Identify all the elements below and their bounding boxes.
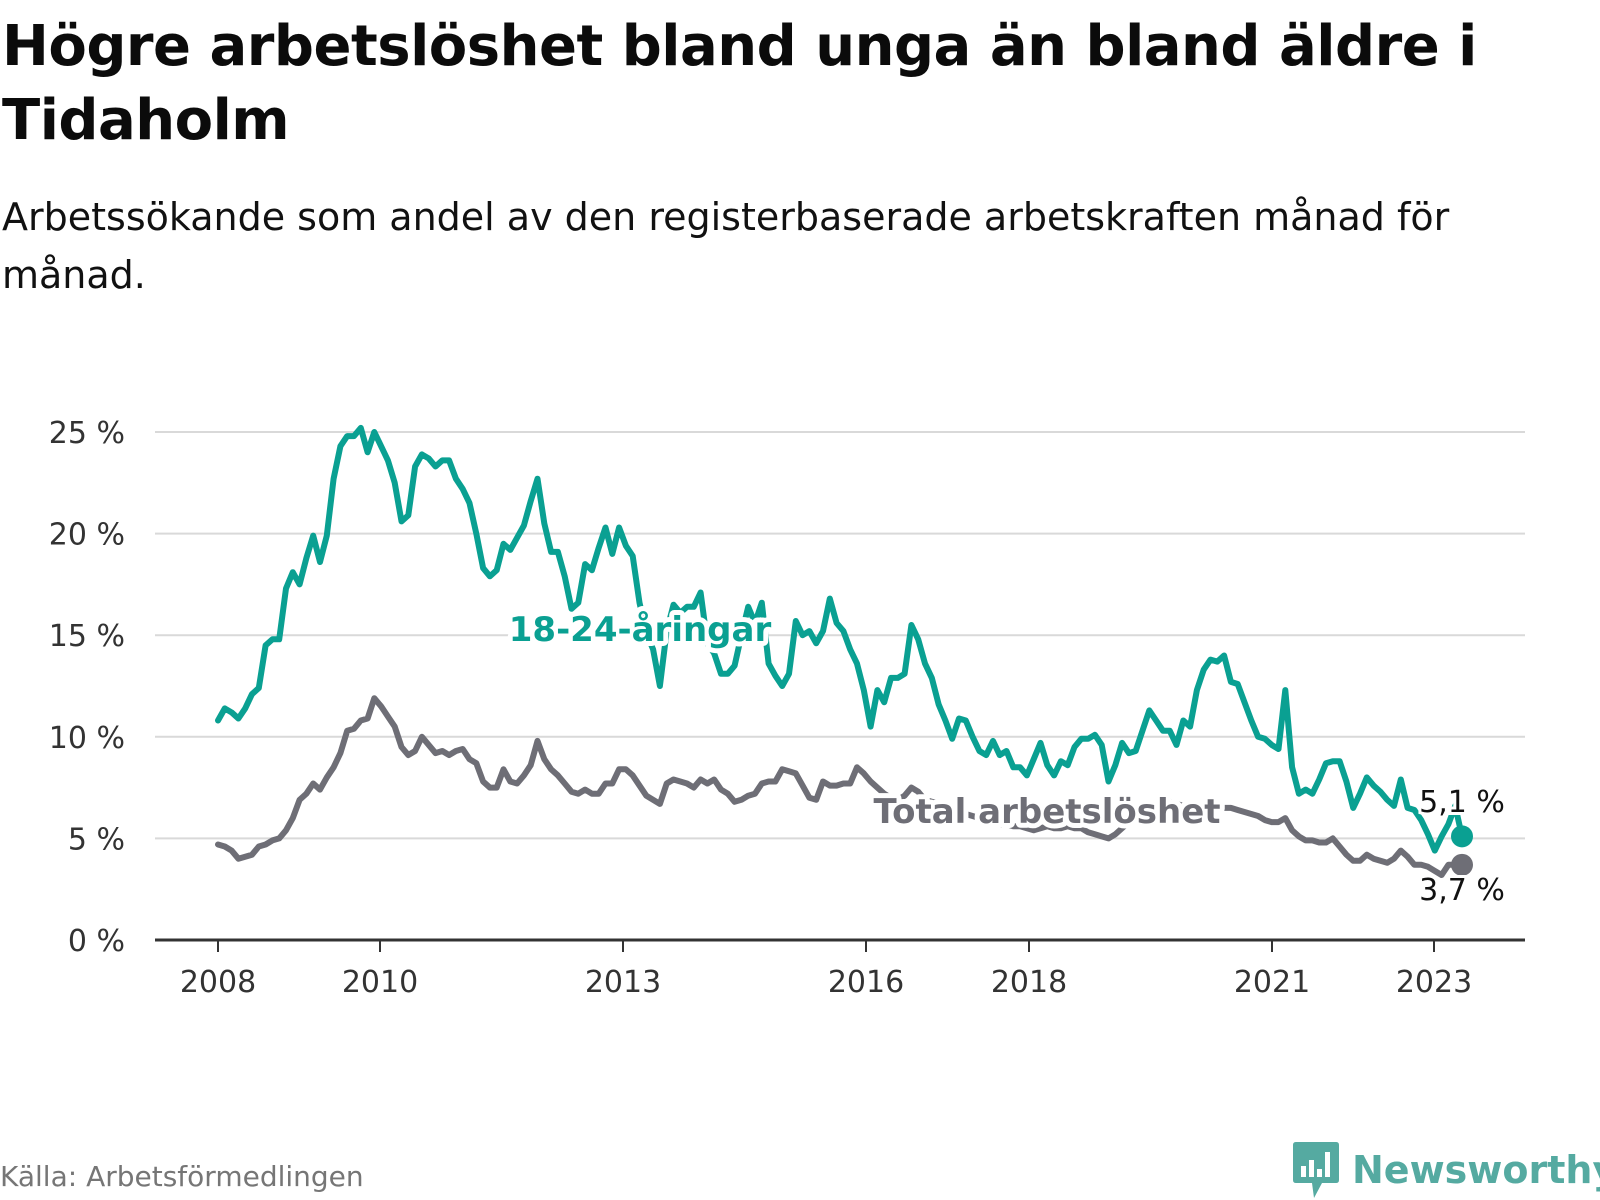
y-tick-label: 25 % xyxy=(49,416,125,451)
y-tick-label: 20 % xyxy=(49,518,125,553)
x-tick-label: 2013 xyxy=(585,965,661,1000)
x-tick-label: 2008 xyxy=(180,965,256,1000)
total-end-label: 3,7 % xyxy=(1419,873,1505,908)
x-tick-label: 2010 xyxy=(342,965,418,1000)
newsworthy-logo: Newsworthy xyxy=(1292,1140,1600,1200)
total-series-label: Total arbetslöshet xyxy=(873,792,1220,832)
x-tick-label: 2023 xyxy=(1396,965,1472,1000)
logo-text: Newsworthy xyxy=(1352,1148,1600,1192)
line-chart: 0 % 5 % 10 % 15 % 20 % 25 % 2008 2010 2013 2016 20… xyxy=(49,416,1525,1000)
y-tick-label: 15 % xyxy=(49,619,125,654)
youth-series-label: 18-24-åringar xyxy=(509,610,772,650)
youth-end-dot xyxy=(1451,825,1473,848)
youth-series-line xyxy=(215,424,1465,854)
y-tick-label: 5 % xyxy=(68,822,125,857)
x-tick-label: 2018 xyxy=(991,965,1067,1000)
x-tick-label: 2021 xyxy=(1234,965,1310,1000)
youth-end-label: 5,1 % xyxy=(1419,785,1505,820)
total-series-line xyxy=(215,695,1465,878)
y-tick-label: 0 % xyxy=(68,924,125,959)
total-end-dot xyxy=(1451,853,1473,876)
chart-title: Högre arbetslöshet bland unga än bland ä… xyxy=(2,14,1477,153)
y-tick-label: 10 % xyxy=(49,721,125,756)
source-note: Källa: Arbetsförmedlingen xyxy=(0,1160,364,1193)
chart-subtitle: Arbetssökande som andel av den registerb… xyxy=(2,195,1450,297)
newsworthy-logo-icon xyxy=(1293,1142,1339,1198)
x-tick-label: 2016 xyxy=(828,965,904,1000)
